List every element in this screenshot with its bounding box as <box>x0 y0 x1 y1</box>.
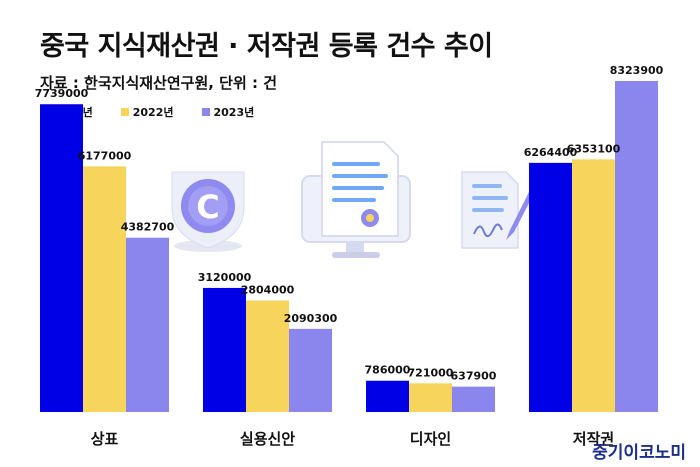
category-labels-group: 상표 실용신안 디자인 저작권 <box>91 430 615 448</box>
category-label-0: 상표 <box>91 430 119 448</box>
brand-watermark: 중기이코노미 <box>592 443 686 463</box>
value-label-1-2: 2090300 <box>284 312 338 325</box>
value-label-0-1: 6177000 <box>78 149 132 162</box>
legend-swatch-2022 <box>120 108 129 116</box>
monitor-certificate-icon <box>301 141 411 258</box>
bar-1-2 <box>289 328 332 412</box>
bar-2-0 <box>366 380 409 412</box>
value-label-2-0: 786000 <box>365 364 411 377</box>
value-label-1-0: 3120000 <box>198 271 252 284</box>
bars-group <box>40 80 658 412</box>
category-label-3: 저작권 <box>573 430 614 448</box>
bar-0-2 <box>126 237 169 412</box>
bar-1-0 <box>203 287 246 412</box>
legend-label-2023: 2023년 <box>213 106 255 119</box>
chart-subtitle: 자료 : 한국지식재산연구원, 단위 : 건 <box>40 74 278 92</box>
bar-2-2 <box>452 386 495 412</box>
value-label-0-2: 4382700 <box>121 221 175 234</box>
value-label-3-2: 8323900 <box>610 64 664 77</box>
bar-2-1 <box>409 383 452 412</box>
category-label-2: 디자인 <box>410 430 451 448</box>
bar-0-0 <box>40 104 83 412</box>
value-label-1-1: 2804000 <box>241 283 295 296</box>
legend-label-2022: 2022년 <box>132 106 174 119</box>
bar-1-1 <box>246 300 289 412</box>
value-label-0-0: 7739000 <box>35 87 89 100</box>
value-label-2-2: 637900 <box>451 370 497 383</box>
value-label-3-1: 6353100 <box>567 142 621 155</box>
chart-title: 중국 지식재산권 · 저작권 등록 건수 추이 <box>40 31 493 62</box>
bar-3-0 <box>529 162 572 412</box>
category-label-1: 실용신안 <box>240 430 295 448</box>
legend-swatch-2023 <box>201 108 210 116</box>
legend-item-2022: 2022년 <box>120 104 174 120</box>
copyright-shield-icon: C <box>171 171 245 252</box>
bar-0-1 <box>83 166 126 412</box>
bar-3-1 <box>572 159 615 412</box>
document-signature-icon <box>461 171 540 249</box>
value-label-2-1: 721000 <box>408 366 454 379</box>
legend-item-2023: 2023년 <box>201 104 255 120</box>
svg-text:C: C <box>196 188 219 226</box>
bar-3-2 <box>615 80 658 412</box>
value-label-3-0: 6264400 <box>524 146 578 159</box>
